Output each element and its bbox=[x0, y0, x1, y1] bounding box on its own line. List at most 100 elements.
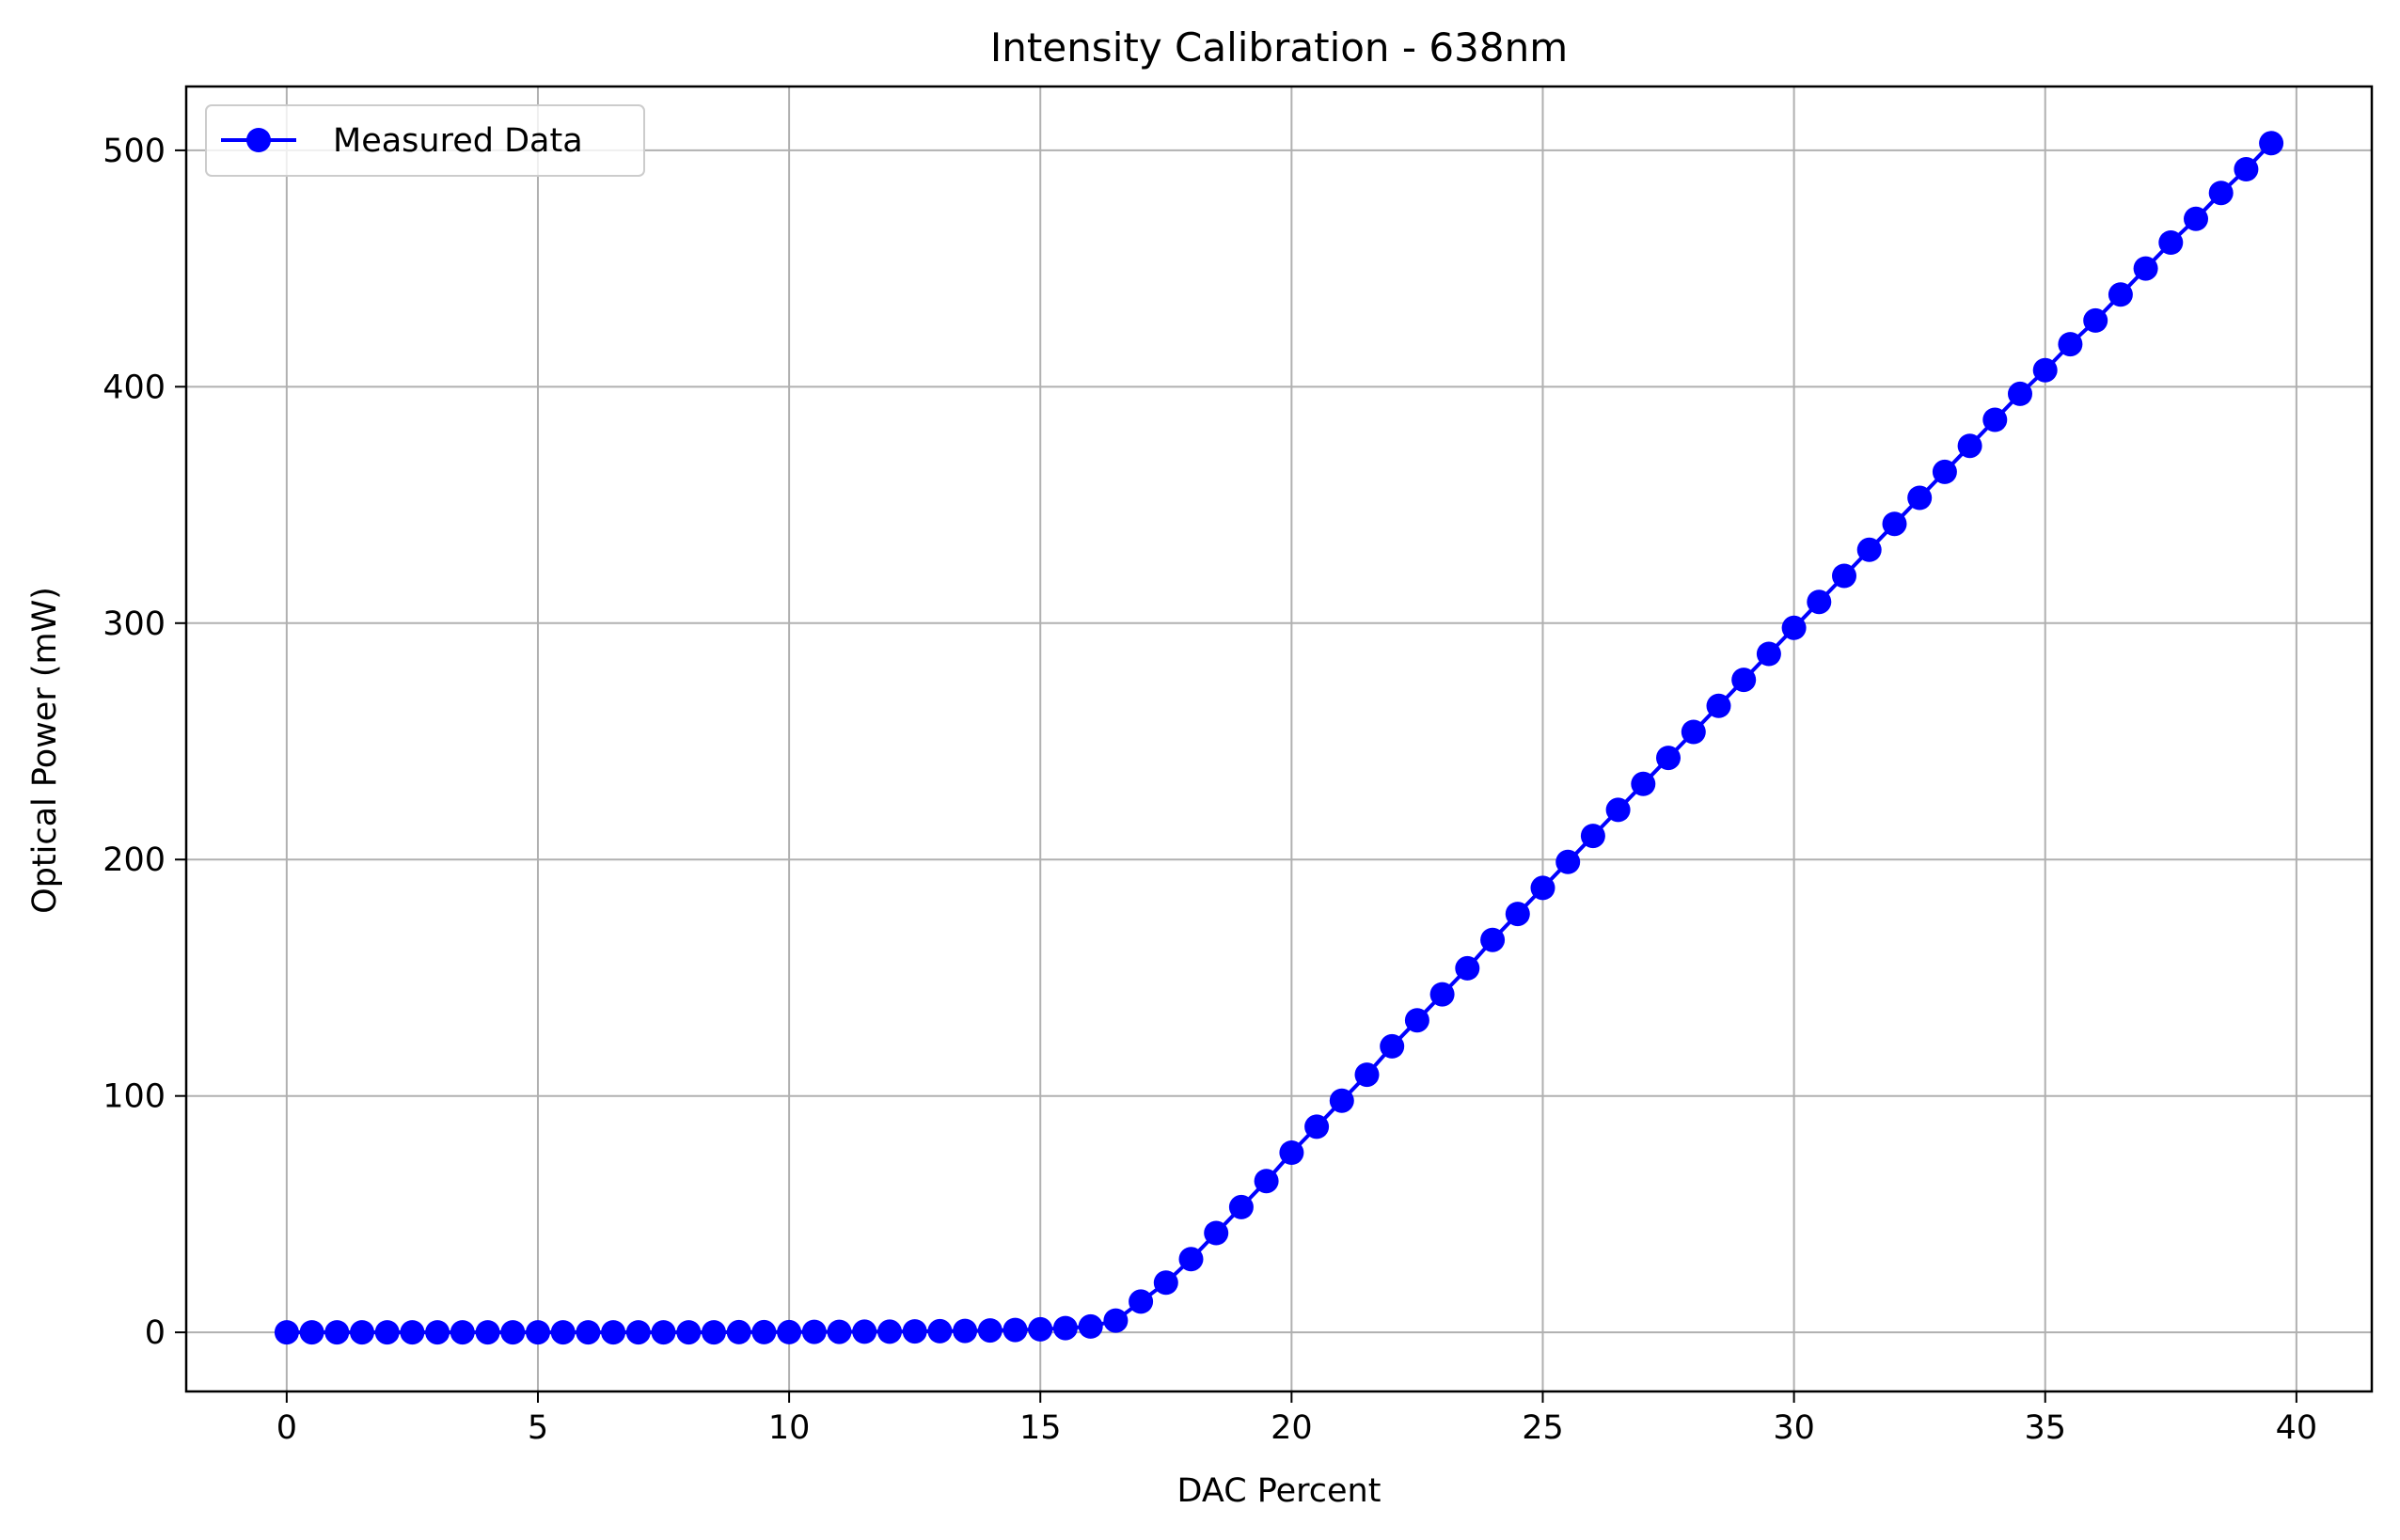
y-tick-label: 400 bbox=[103, 369, 166, 406]
data-point bbox=[852, 1319, 877, 1344]
data-point bbox=[1329, 1088, 1354, 1113]
data-point bbox=[1052, 1315, 1078, 1341]
data-point bbox=[1832, 563, 1856, 589]
data-point bbox=[2184, 206, 2208, 231]
data-point bbox=[601, 1320, 626, 1345]
x-tick-label: 5 bbox=[528, 1409, 548, 1447]
data-point bbox=[1429, 982, 1455, 1007]
x-tick-label: 35 bbox=[2024, 1409, 2066, 1447]
data-point bbox=[1254, 1169, 1279, 1194]
data-point bbox=[1178, 1247, 1204, 1272]
data-point bbox=[1807, 589, 1832, 615]
data-point bbox=[1404, 1008, 1429, 1033]
data-point bbox=[1605, 797, 1631, 823]
x-tick-label: 10 bbox=[768, 1409, 811, 1447]
data-point bbox=[374, 1320, 400, 1345]
data-point bbox=[2158, 230, 2184, 255]
data-point bbox=[526, 1320, 550, 1345]
data-point bbox=[2108, 282, 2133, 307]
data-point bbox=[1555, 849, 1581, 874]
data-point bbox=[877, 1319, 902, 1344]
data-point bbox=[274, 1320, 299, 1345]
data-point bbox=[2133, 256, 2158, 281]
data-point bbox=[2234, 157, 2259, 181]
data-point bbox=[1153, 1270, 1178, 1296]
data-point bbox=[550, 1320, 576, 1345]
legend-marker-swatch bbox=[246, 128, 271, 152]
data-point bbox=[2032, 357, 2058, 383]
data-point bbox=[1129, 1289, 1154, 1314]
data-point bbox=[625, 1320, 651, 1345]
data-point bbox=[1028, 1316, 1053, 1342]
data-point bbox=[324, 1320, 350, 1345]
data-point bbox=[777, 1319, 802, 1344]
data-point bbox=[1907, 485, 1933, 511]
x-tick-label: 30 bbox=[1773, 1409, 1815, 1447]
data-point bbox=[1856, 537, 1882, 562]
data-point bbox=[1882, 511, 1907, 537]
data-point bbox=[1580, 824, 1605, 849]
data-point bbox=[1003, 1317, 1028, 1343]
x-axis-label: DAC Percent bbox=[1177, 1472, 1382, 1510]
data-point bbox=[1279, 1140, 1304, 1165]
y-axis-label: Optical Power (mW) bbox=[26, 587, 64, 914]
data-point bbox=[1455, 955, 1480, 981]
data-point bbox=[801, 1319, 827, 1344]
x-tick-label: 20 bbox=[1271, 1409, 1313, 1447]
data-point bbox=[576, 1320, 601, 1345]
data-point bbox=[1304, 1114, 1330, 1139]
data-point bbox=[977, 1318, 1003, 1344]
data-point bbox=[1932, 459, 1957, 484]
y-tick-label: 100 bbox=[103, 1078, 166, 1116]
chart-title: Intensity Calibration - 638nm bbox=[990, 24, 1568, 71]
x-tick-label: 15 bbox=[1019, 1409, 1062, 1447]
data-point bbox=[726, 1319, 751, 1344]
data-point bbox=[827, 1319, 852, 1344]
data-point bbox=[2083, 307, 2108, 333]
data-point bbox=[902, 1319, 927, 1344]
series-layer bbox=[274, 131, 2284, 1345]
data-point bbox=[1480, 927, 1506, 952]
grid bbox=[186, 86, 2372, 1391]
x-tick-label: 40 bbox=[2276, 1409, 2318, 1447]
data-point bbox=[350, 1320, 374, 1345]
x-tick-label: 0 bbox=[276, 1409, 297, 1447]
data-point bbox=[702, 1320, 726, 1345]
data-point bbox=[1731, 668, 1757, 693]
y-tick-label: 200 bbox=[103, 841, 166, 879]
plot-frame bbox=[184, 85, 2374, 1393]
data-point bbox=[1530, 875, 1555, 901]
data-point bbox=[1756, 641, 1781, 667]
data-point bbox=[1354, 1062, 1380, 1088]
data-point bbox=[2058, 332, 2083, 357]
data-point bbox=[500, 1320, 526, 1345]
data-point bbox=[2208, 181, 2234, 206]
data-point bbox=[651, 1320, 676, 1345]
data-point bbox=[927, 1318, 953, 1344]
data-point bbox=[1103, 1308, 1129, 1333]
data-point bbox=[2259, 131, 2284, 156]
data-point bbox=[1380, 1033, 1405, 1059]
y-tick-label: 300 bbox=[103, 605, 166, 643]
data-point bbox=[1228, 1194, 1254, 1219]
data-point bbox=[1078, 1313, 1103, 1339]
data-point bbox=[1631, 771, 1656, 796]
data-point bbox=[1656, 746, 1681, 771]
data-point bbox=[751, 1319, 777, 1344]
data-point bbox=[450, 1320, 475, 1345]
data-point bbox=[1706, 693, 1731, 718]
x-tick-label: 25 bbox=[1522, 1409, 1564, 1447]
data-point bbox=[2008, 381, 2032, 406]
data-point bbox=[475, 1320, 500, 1345]
data-point bbox=[1505, 902, 1530, 927]
data-point bbox=[1781, 615, 1807, 640]
data-point bbox=[1982, 407, 2008, 432]
y-tick-label: 0 bbox=[145, 1314, 166, 1352]
data-point bbox=[425, 1320, 450, 1345]
legend-label: Measured Data bbox=[333, 122, 583, 160]
data-point bbox=[953, 1318, 978, 1344]
y-tick-label: 500 bbox=[103, 133, 166, 170]
